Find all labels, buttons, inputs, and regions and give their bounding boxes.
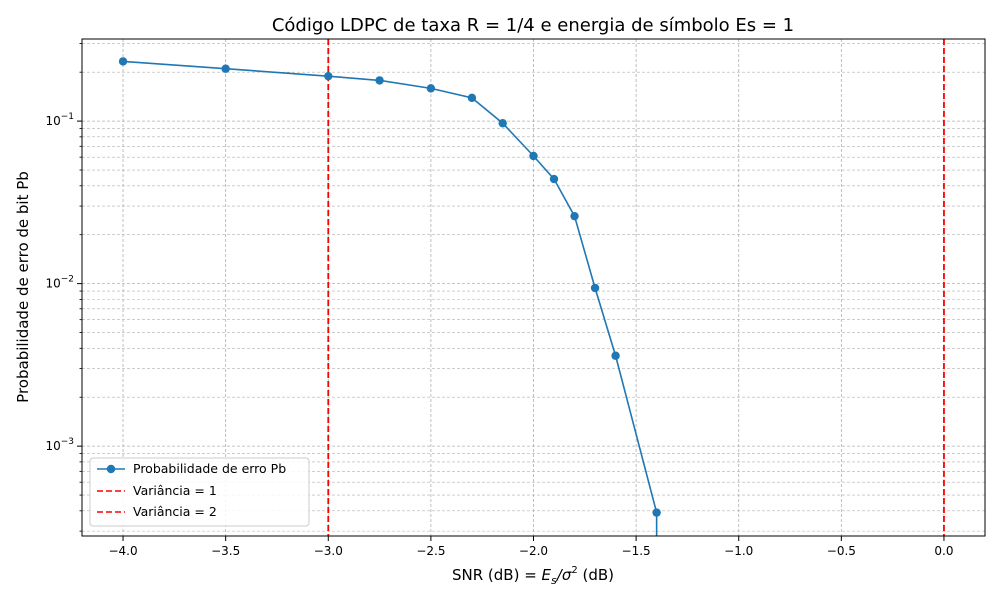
legend: Probabilidade de erro Pb Variância = 1 V… [89, 457, 310, 527]
data-point [529, 151, 538, 161]
x-tick-label: −3.0 [314, 544, 343, 558]
data-point [652, 508, 661, 517]
y-tick-label: 10−2 [45, 275, 74, 291]
y-axis-label: Probabilidade de erro de bit Pb [14, 171, 32, 403]
data-point [221, 64, 230, 73]
data-point [590, 283, 600, 293]
x-tick-label: −1.0 [724, 544, 753, 558]
legend-series-marker [106, 464, 116, 474]
data-point [467, 93, 477, 103]
x-tick-label: −0.5 [827, 544, 856, 558]
y-tick-label: 10−3 [45, 437, 74, 453]
x-tick-label: −3.5 [211, 544, 240, 558]
x-tick-label: −2.5 [416, 544, 445, 558]
data-point [549, 174, 559, 184]
data-point [426, 84, 436, 93]
legend-series-label: Probabilidade de erro Pb [133, 461, 286, 476]
y-tick-label: 10−1 [45, 112, 74, 128]
x-tick-label: 0.0 [934, 544, 953, 558]
x-tick-label: −4.0 [108, 544, 137, 558]
data-point [375, 76, 384, 85]
x-tick-label: −1.5 [622, 544, 651, 558]
legend-vline1-label: Variância = 1 [133, 483, 217, 498]
data-point [570, 211, 579, 221]
series-line [122, 60, 658, 536]
reference-lines [327, 39, 945, 536]
x-axis-label: SNR (dB) = Es/σ2 (dB) [452, 565, 614, 587]
data-point [118, 57, 128, 66]
data-point [498, 119, 507, 128]
data-point [611, 351, 620, 360]
x-axis-ticks: −4.0 −3.5 −3.0 −2.5 −2.0 −1.5 −1.0 −0.5 0.0 [108, 536, 954, 558]
chart-title: Código LDPC de taxa R = 1/4 e energia de… [272, 15, 794, 36]
x-tick-label: −2.0 [519, 544, 548, 558]
legend-vline2-label: Variância = 2 [133, 504, 217, 519]
data-point [324, 71, 333, 81]
y-axis-ticks: 10−3 10−2 10−1 [45, 43, 82, 532]
legend-frame [89, 457, 310, 527]
data-series [118, 57, 661, 536]
